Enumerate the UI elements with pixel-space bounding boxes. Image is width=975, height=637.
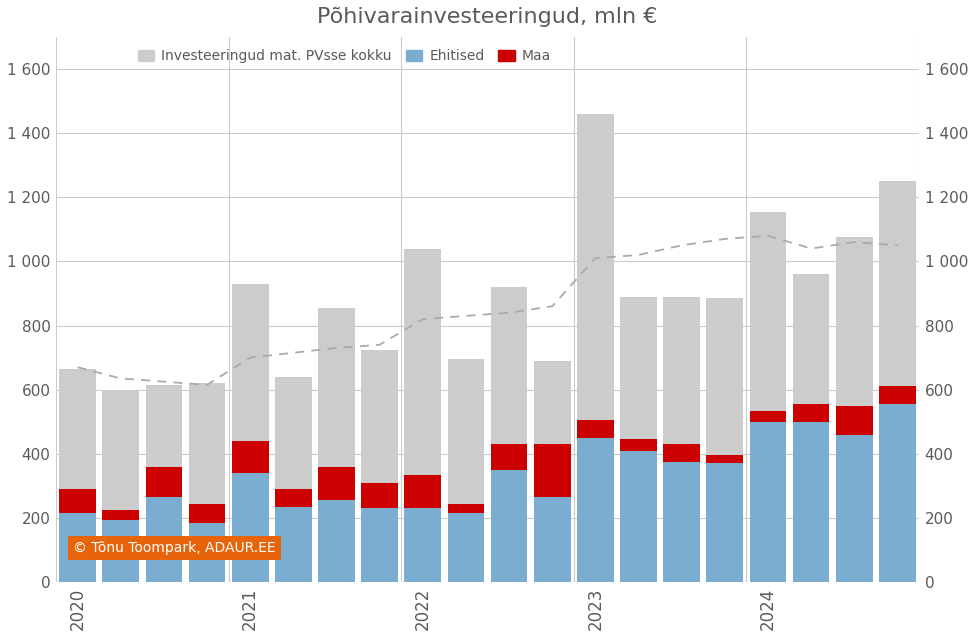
Bar <box>362 350 398 582</box>
Bar <box>793 274 830 582</box>
Bar <box>362 483 398 508</box>
Bar <box>275 507 312 582</box>
Bar <box>189 523 225 582</box>
Bar <box>448 503 485 513</box>
Bar <box>577 438 613 582</box>
Bar <box>836 434 873 582</box>
Bar <box>879 404 916 582</box>
Bar <box>405 508 441 582</box>
Bar <box>836 238 873 582</box>
Bar <box>448 359 485 582</box>
Bar <box>534 361 570 582</box>
Bar <box>318 308 355 582</box>
Bar <box>232 441 268 473</box>
Bar <box>534 497 570 582</box>
Title: Põhivarainvesteeringud, mln €: Põhivarainvesteeringud, mln € <box>317 7 658 27</box>
Bar <box>750 422 786 582</box>
Bar <box>102 520 139 582</box>
Bar <box>620 297 657 582</box>
Bar <box>59 489 96 513</box>
Bar <box>275 377 312 582</box>
Bar <box>232 473 268 582</box>
Bar <box>232 284 268 582</box>
Bar <box>750 410 786 422</box>
Bar <box>534 444 570 497</box>
Bar <box>102 510 139 520</box>
Bar <box>318 467 355 500</box>
Bar <box>663 462 700 582</box>
Bar <box>620 450 657 582</box>
Bar <box>405 248 441 582</box>
Bar <box>275 489 312 507</box>
Bar <box>750 211 786 582</box>
Bar <box>189 383 225 582</box>
Bar <box>59 369 96 582</box>
Bar <box>707 464 743 582</box>
Bar <box>663 297 700 582</box>
Bar <box>620 440 657 450</box>
Bar <box>405 475 441 508</box>
Bar <box>448 513 485 582</box>
Bar <box>318 500 355 582</box>
Bar <box>707 455 743 464</box>
Bar <box>793 404 830 422</box>
Bar <box>490 444 527 470</box>
Bar <box>362 508 398 582</box>
Bar <box>663 444 700 462</box>
Bar <box>145 385 182 582</box>
Bar <box>490 470 527 582</box>
Bar <box>490 287 527 582</box>
Bar <box>836 406 873 434</box>
Bar <box>145 497 182 582</box>
Legend: Investeeringud mat. PVsse kokku, Ehitised, Maa: Investeeringud mat. PVsse kokku, Ehitise… <box>132 44 557 69</box>
Bar <box>59 513 96 582</box>
Bar <box>879 181 916 582</box>
Bar <box>577 114 613 582</box>
Bar <box>793 422 830 582</box>
Bar <box>577 420 613 438</box>
Bar <box>879 387 916 404</box>
Bar <box>189 503 225 523</box>
Text: © Tõnu Toompark, ADAUR.EE: © Tõnu Toompark, ADAUR.EE <box>73 541 276 555</box>
Bar <box>102 390 139 582</box>
Bar <box>707 298 743 582</box>
Bar <box>145 467 182 497</box>
